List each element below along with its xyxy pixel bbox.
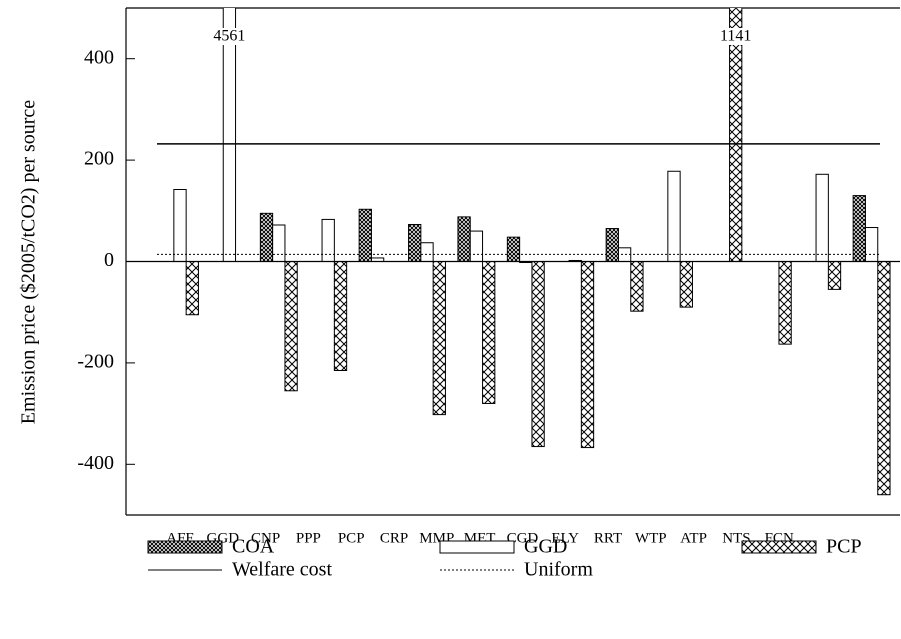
bar <box>630 261 644 312</box>
x-tick-label: CRP <box>380 530 408 546</box>
y-axis-label: Emission price ($2005/tCO2) per source <box>18 100 40 424</box>
x-tick-label: PCP <box>338 530 365 546</box>
legend-label: Welfare cost <box>232 559 332 581</box>
bar <box>506 236 521 263</box>
bar <box>877 261 891 496</box>
bar <box>457 216 471 263</box>
bar <box>321 218 335 263</box>
bar <box>420 242 434 262</box>
y-tick-label: 400 <box>84 46 114 68</box>
bar <box>778 261 792 345</box>
x-tick-label: RRT <box>594 530 622 546</box>
bar <box>185 261 199 316</box>
y-tick-label: -200 <box>77 350 114 372</box>
value-label: 1141 <box>720 28 751 45</box>
legend-swatch <box>741 540 817 554</box>
y-tick-label: 200 <box>84 148 114 170</box>
label-bg <box>210 28 249 45</box>
bar <box>469 230 484 263</box>
bar <box>284 261 298 392</box>
legend-label: COA <box>232 536 275 558</box>
y-tick-label: -400 <box>77 452 114 474</box>
x-tick-label: CNP <box>251 530 280 546</box>
legend-label: Uniform <box>524 559 593 581</box>
bar <box>272 224 286 263</box>
legend-swatch <box>439 540 515 554</box>
legend-label: GGD <box>524 536 567 558</box>
value-label: 4561 <box>213 28 245 45</box>
bar <box>482 261 496 404</box>
bar <box>432 261 446 416</box>
x-tick-label: ATP <box>680 530 707 546</box>
bar <box>580 261 595 449</box>
bar <box>815 173 829 263</box>
legend-label: PCP <box>826 536 862 558</box>
bar <box>408 223 422 262</box>
bar <box>173 189 187 262</box>
x-tick-label: CGD <box>507 530 539 546</box>
x-tick-label: WTP <box>635 530 667 546</box>
legend-swatch <box>147 540 223 554</box>
y-tick-label: 0 <box>104 249 114 271</box>
x-tick-label: ELY <box>551 530 579 546</box>
bar <box>667 170 681 262</box>
bar <box>605 228 619 262</box>
bar <box>358 208 372 263</box>
bar <box>864 227 879 263</box>
bar <box>827 261 842 290</box>
plot-area <box>173 8 891 496</box>
bar <box>531 261 545 448</box>
bar <box>333 261 348 372</box>
label-bg <box>716 28 755 45</box>
bar <box>617 247 632 263</box>
bar <box>852 195 866 262</box>
bar <box>679 261 693 308</box>
x-tick-label: PPP <box>296 530 321 546</box>
